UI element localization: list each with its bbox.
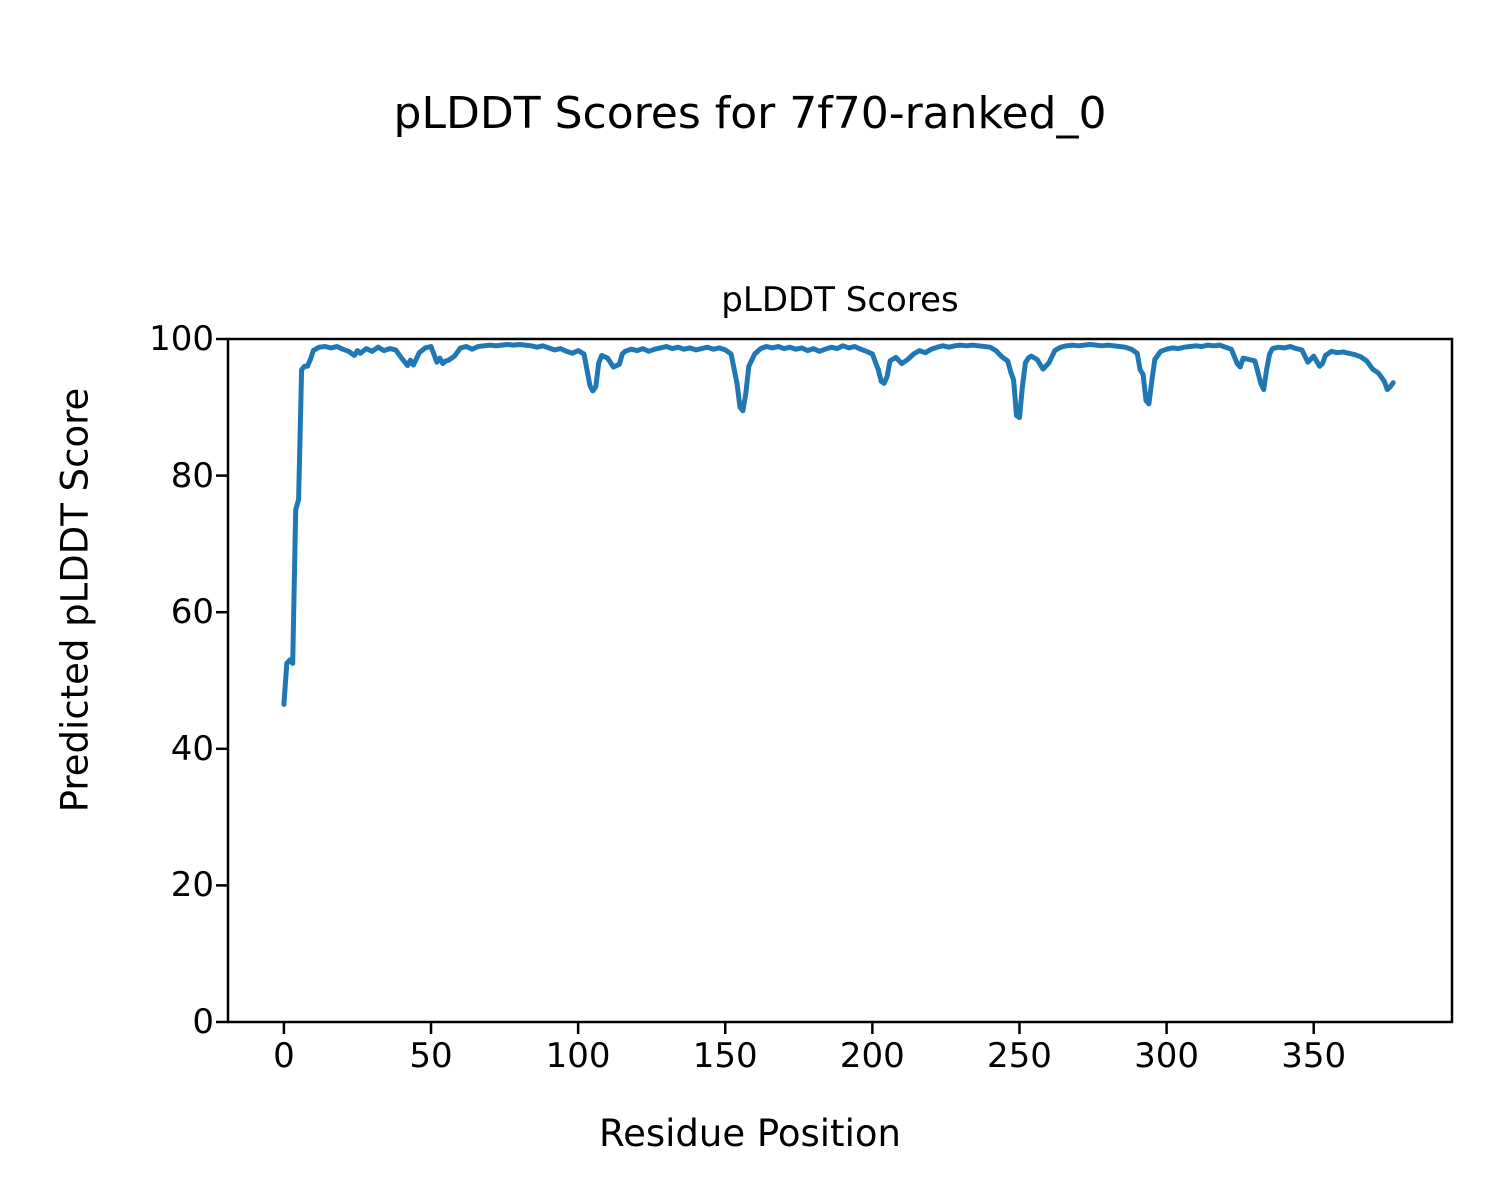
x-tick-label: 300 bbox=[1134, 1036, 1200, 1076]
y-tick-label: 100 bbox=[149, 319, 214, 359]
x-tick-label: 150 bbox=[692, 1036, 758, 1076]
axes-title: pLDDT Scores bbox=[721, 280, 959, 320]
x-tick-label: 100 bbox=[545, 1036, 611, 1076]
axes-box bbox=[226, 337, 1454, 1024]
y-tick-label: 60 bbox=[170, 592, 214, 633]
x-tick-label: 350 bbox=[1281, 1036, 1347, 1076]
tick-marks bbox=[216, 337, 1315, 1034]
x-tick-label: 50 bbox=[409, 1036, 453, 1076]
figure-suptitle: pLDDT Scores for 7f70-ranked_0 bbox=[393, 88, 1107, 139]
x-tick-label: 0 bbox=[273, 1036, 295, 1076]
y-tick-label: 0 bbox=[192, 1002, 214, 1042]
y-tick-label: 80 bbox=[170, 455, 214, 496]
y-axis-label: Predicted pLDDT Score bbox=[53, 387, 97, 813]
x-tick-label: 200 bbox=[839, 1036, 905, 1076]
x-tick-label: 250 bbox=[987, 1036, 1052, 1076]
plddt-line bbox=[281, 342, 1396, 707]
y-tick-label: 40 bbox=[170, 728, 214, 769]
y-tick-label: 20 bbox=[170, 865, 214, 906]
x-axis-label: Residue Position bbox=[599, 1112, 901, 1155]
